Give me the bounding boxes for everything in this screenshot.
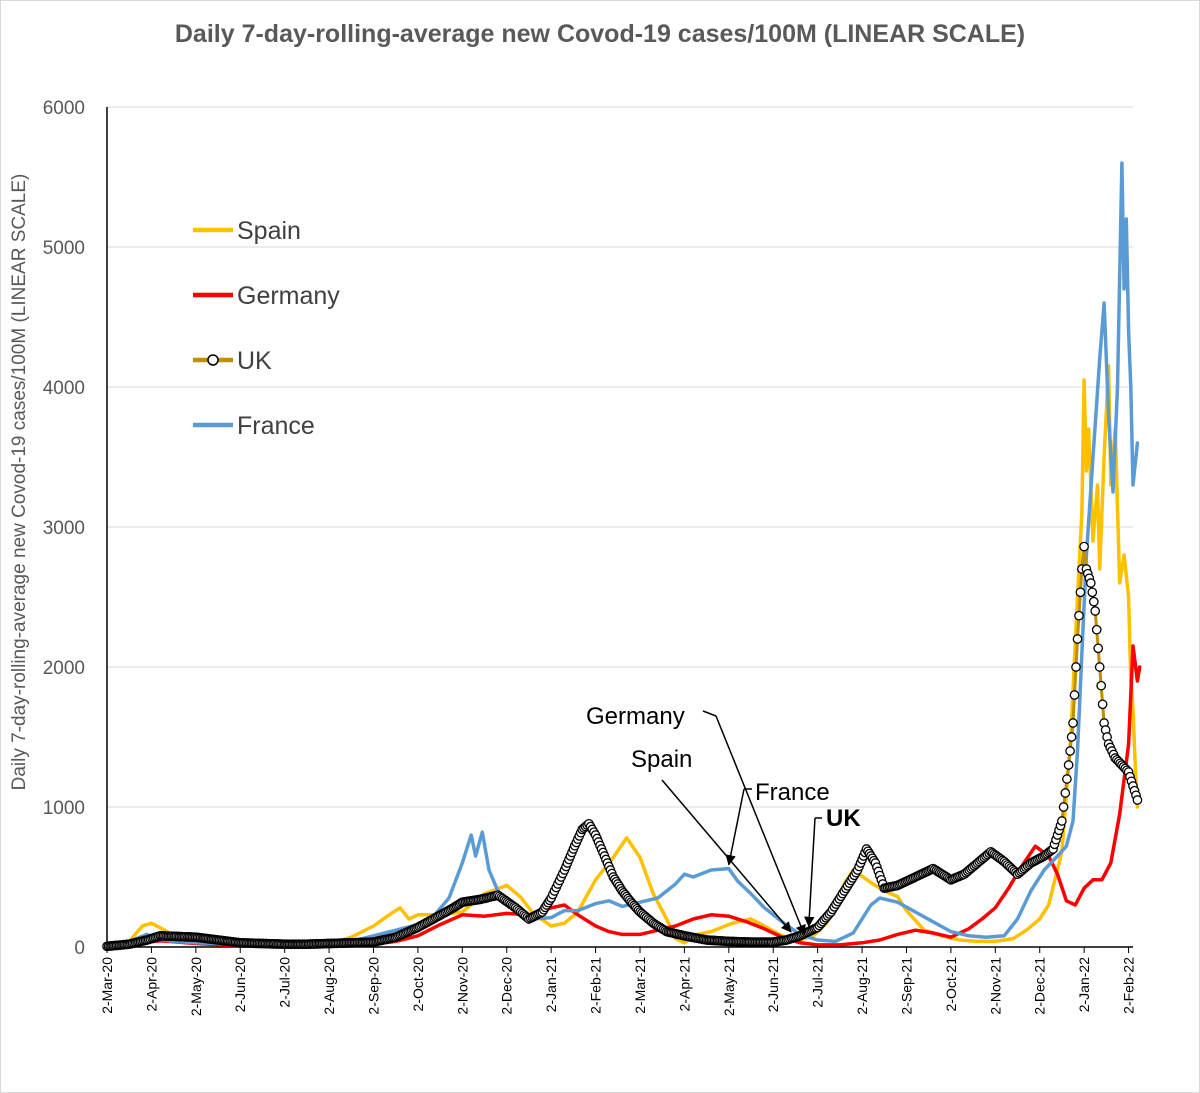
annotation-arrow-france <box>725 788 745 866</box>
data-point <box>1060 788 1071 798</box>
data-point <box>1074 610 1084 621</box>
series-line-germany <box>105 644 1142 949</box>
data-point <box>1097 699 1108 710</box>
x-tick-label: 2-Oct-21 <box>943 957 959 1012</box>
x-tick-label: 2-Jun-20 <box>232 957 248 1012</box>
x-tick-label: 2-Jul-21 <box>810 957 826 1008</box>
x-tick-label: 2-Feb-22 <box>1121 957 1137 1014</box>
legend-item-spain: Spain <box>193 217 301 245</box>
annotation-label-uk: UK <box>826 805 861 832</box>
x-tick-label: 2-Aug-21 <box>854 957 870 1015</box>
annotation-label-france: France <box>755 779 830 806</box>
legend-label: UK <box>237 347 272 375</box>
annotation-arrow-germany <box>715 715 806 936</box>
x-tick-label: 2-Mar-21 <box>632 957 648 1014</box>
x-tick-label: 2-Aug-20 <box>321 957 337 1015</box>
annotation-label-germany: Germany <box>586 703 685 730</box>
data-point <box>1058 802 1069 812</box>
legend-marker <box>207 354 219 366</box>
annotation-label-spain: Spain <box>631 746 692 773</box>
data-point <box>1065 746 1075 756</box>
data-point <box>1071 662 1081 672</box>
x-tick-label: 2-Jan-21 <box>543 957 559 1012</box>
data-point <box>1096 680 1107 691</box>
data-point <box>1068 718 1078 728</box>
data-point <box>1091 624 1102 635</box>
series-markers-uk <box>102 541 1143 952</box>
y-tick-label: 2000 <box>43 658 85 679</box>
x-tick-label: 2-Apr-20 <box>143 957 159 1012</box>
x-tick-label: 2-Apr-21 <box>676 957 692 1012</box>
x-tick-label: 2-Oct-20 <box>410 957 426 1012</box>
x-tick-label: 2-Nov-21 <box>987 957 1003 1015</box>
x-tick-label: 2-Nov-20 <box>454 957 470 1015</box>
data-point <box>1094 662 1105 672</box>
data-point <box>1132 795 1143 805</box>
legend-item-germany: Germany <box>193 282 340 310</box>
x-tick-label: 2-Mar-20 <box>99 957 115 1014</box>
data-point <box>1069 690 1080 700</box>
data-point <box>1075 587 1086 598</box>
x-tick-label: 2-Dec-20 <box>499 957 515 1015</box>
x-tick-label: 2-Sep-20 <box>365 957 381 1015</box>
x-tick-label: 2-May-21 <box>721 957 737 1016</box>
legend-label: Germany <box>237 282 340 310</box>
series-line-france <box>105 161 1140 948</box>
y-tick-label: 1000 <box>43 798 85 819</box>
data-point <box>1062 774 1072 784</box>
data-point <box>1063 760 1074 770</box>
y-tick-label: 4000 <box>43 378 85 399</box>
y-axis-label: Daily 7-day-rolling-average new Covod-19… <box>9 174 30 791</box>
y-tick-label: 3000 <box>43 518 85 539</box>
data-point <box>1093 643 1104 654</box>
x-tick-label: 2-Sep-21 <box>898 957 914 1015</box>
legend-item-uk: UK <box>193 347 272 375</box>
chart-title: Daily 7-day-rolling-average new Covod-19… <box>174 20 1026 48</box>
legend-label: Spain <box>237 217 301 245</box>
data-point <box>1079 541 1089 552</box>
x-tick-label: 2-Jul-20 <box>277 957 293 1008</box>
x-tick-label: 2-Jan-22 <box>1076 957 1092 1012</box>
y-tick-label: 6000 <box>43 98 85 119</box>
data-point <box>1090 606 1101 616</box>
data-point <box>1066 732 1077 742</box>
annotation-arrow-uk <box>804 817 816 928</box>
data-point <box>1088 596 1099 607</box>
legend-item-france: France <box>193 412 315 440</box>
annotation-leader <box>702 710 717 717</box>
x-tick-label: 2-Dec-21 <box>1032 957 1048 1015</box>
data-point <box>1085 578 1096 588</box>
data-point <box>1087 587 1098 598</box>
y-tick-label: 5000 <box>43 238 85 259</box>
data-point <box>1072 634 1083 644</box>
legend-label: France <box>237 412 315 440</box>
x-tick-label: 2-May-20 <box>188 957 204 1016</box>
x-tick-label: 2-Feb-21 <box>588 957 604 1014</box>
x-tick-label: 2-Jun-21 <box>765 957 781 1012</box>
y-tick-label: 0 <box>74 938 85 959</box>
data-point <box>1057 816 1067 826</box>
